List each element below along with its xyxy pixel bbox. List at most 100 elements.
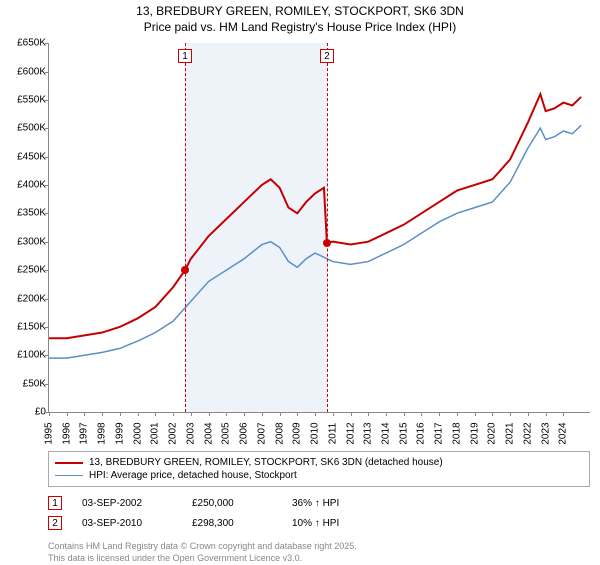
marker-line <box>185 43 186 412</box>
x-axis-tick <box>439 412 440 416</box>
chart-container: 13, BREDBURY GREEN, ROMILEY, STOCKPORT, … <box>0 0 600 560</box>
x-axis-label: 1999 <box>114 423 125 445</box>
footer-line-1: Contains HM Land Registry data © Crown c… <box>48 541 590 553</box>
marker-dot <box>181 266 189 274</box>
x-axis-tick <box>457 412 458 416</box>
x-axis-tick <box>138 412 139 416</box>
x-axis-tick <box>386 412 387 416</box>
x-axis-tick <box>209 412 210 416</box>
x-axis-tick <box>280 412 281 416</box>
x-axis-label: 2012 <box>345 423 356 445</box>
x-axis-label: 2022 <box>522 423 533 445</box>
marker-dot <box>323 239 331 247</box>
x-axis-label: 2013 <box>363 423 374 445</box>
x-axis-tick <box>67 412 68 416</box>
x-axis-label: 1998 <box>97 423 108 445</box>
x-axis-label: 2001 <box>150 423 161 445</box>
title-line-2: Price paid vs. HM Land Registry's House … <box>0 20 600 36</box>
x-axis-tick <box>84 412 85 416</box>
transaction-delta: 36% ↑ HPI <box>292 498 339 509</box>
x-axis-tick <box>191 412 192 416</box>
x-axis-tick <box>315 412 316 416</box>
transaction-row: 2 03-SEP-2010 £298,300 10% ↑ HPI <box>48 513 590 533</box>
transaction-date: 03-SEP-2010 <box>82 518 172 529</box>
x-axis-tick <box>262 412 263 416</box>
x-axis-label: 1995 <box>44 423 55 445</box>
y-axis-tick <box>45 299 49 300</box>
marker-badge: 1 <box>178 49 192 63</box>
y-axis-tick <box>45 327 49 328</box>
marker-badge: 2 <box>320 49 334 63</box>
transaction-row: 1 03-SEP-2002 £250,000 36% ↑ HPI <box>48 493 590 513</box>
x-axis-tick <box>244 412 245 416</box>
transaction-price: £250,000 <box>192 498 272 509</box>
x-axis-tick <box>421 412 422 416</box>
x-axis-label: 1996 <box>61 423 72 445</box>
x-axis-label: 2014 <box>381 423 392 445</box>
y-axis-tick <box>45 128 49 129</box>
transaction-badge: 1 <box>48 496 62 510</box>
x-axis-tick <box>510 412 511 416</box>
y-axis-tick <box>45 384 49 385</box>
y-axis-tick <box>45 185 49 186</box>
x-axis-label: 2021 <box>505 423 516 445</box>
series-price_paid <box>49 94 581 338</box>
transaction-badge: 2 <box>48 516 62 530</box>
x-axis-tick <box>120 412 121 416</box>
x-axis-tick <box>546 412 547 416</box>
transaction-price: £298,300 <box>192 518 272 529</box>
y-axis-tick <box>45 157 49 158</box>
y-axis-tick <box>45 270 49 271</box>
legend-label: HPI: Average price, detached house, Stoc… <box>89 470 297 481</box>
x-axis-label: 2007 <box>256 423 267 445</box>
x-axis-label: 2009 <box>292 423 303 445</box>
legend: 13, BREDBURY GREEN, ROMILEY, STOCKPORT, … <box>48 451 590 487</box>
x-axis-tick <box>155 412 156 416</box>
x-axis-label: 2011 <box>327 423 338 445</box>
x-axis-tick <box>563 412 564 416</box>
y-axis-tick <box>45 355 49 356</box>
title-line-1: 13, BREDBURY GREEN, ROMILEY, STOCKPORT, … <box>0 4 600 20</box>
x-axis-label: 2019 <box>469 423 480 445</box>
x-axis-label: 2000 <box>132 423 143 445</box>
legend-item: HPI: Average price, detached house, Stoc… <box>55 469 583 482</box>
y-axis-tick <box>45 242 49 243</box>
footer-line-2: This data is licensed under the Open Gov… <box>48 553 590 565</box>
footer-attribution: Contains HM Land Registry data © Crown c… <box>48 541 590 564</box>
y-axis-tick <box>45 43 49 44</box>
x-axis-tick <box>173 412 174 416</box>
x-axis-label: 2023 <box>540 423 551 445</box>
x-axis-label: 2020 <box>487 423 498 445</box>
x-axis-tick <box>404 412 405 416</box>
transaction-table: 1 03-SEP-2002 £250,000 36% ↑ HPI 2 03-SEP-201… <box>48 493 590 533</box>
x-axis-tick <box>368 412 369 416</box>
x-axis-label: 2024 <box>558 423 569 445</box>
y-axis-tick <box>45 213 49 214</box>
x-axis-label: 2017 <box>434 423 445 445</box>
x-axis-tick <box>351 412 352 416</box>
x-axis-tick <box>528 412 529 416</box>
x-axis-label: 2002 <box>168 423 179 445</box>
marker-line <box>327 43 328 412</box>
legend-item: 13, BREDBURY GREEN, ROMILEY, STOCKPORT, … <box>55 456 583 469</box>
transaction-date: 03-SEP-2002 <box>82 498 172 509</box>
x-axis-tick <box>333 412 334 416</box>
y-axis-tick <box>45 72 49 73</box>
x-axis-label: 1997 <box>79 423 90 445</box>
x-axis-label: 2008 <box>274 423 285 445</box>
transaction-delta: 10% ↑ HPI <box>292 518 339 529</box>
legend-label: 13, BREDBURY GREEN, ROMILEY, STOCKPORT, … <box>89 457 443 468</box>
legend-swatch <box>55 475 83 476</box>
y-axis-tick <box>45 100 49 101</box>
x-axis-tick <box>297 412 298 416</box>
x-axis-label: 2016 <box>416 423 427 445</box>
plot-area: £0£50K£100K£150K£200K£250K£300K£350K£400… <box>48 43 590 413</box>
line-layer <box>49 43 590 412</box>
x-axis-tick <box>475 412 476 416</box>
x-axis-label: 2018 <box>451 423 462 445</box>
chart-title: 13, BREDBURY GREEN, ROMILEY, STOCKPORT, … <box>0 0 600 35</box>
x-axis-label: 2010 <box>310 423 321 445</box>
x-axis-tick <box>49 412 50 416</box>
x-axis-tick <box>492 412 493 416</box>
x-axis-tick <box>102 412 103 416</box>
